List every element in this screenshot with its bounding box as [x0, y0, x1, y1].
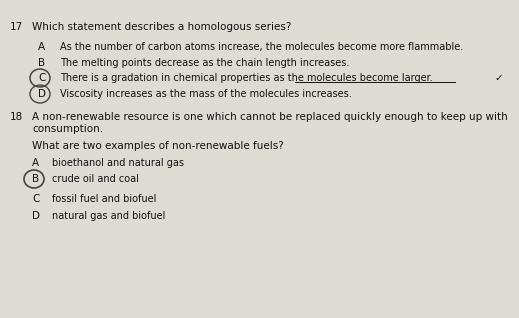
Text: consumption.: consumption. [32, 124, 103, 134]
Text: 17: 17 [10, 22, 23, 32]
Text: ✓: ✓ [494, 73, 503, 83]
Text: What are two examples of non-renewable fuels?: What are two examples of non-renewable f… [32, 141, 284, 151]
Text: A: A [32, 158, 39, 168]
Text: bioethanol and natural gas: bioethanol and natural gas [52, 158, 184, 168]
Text: As the number of carbon atoms increase, the molecules become more flammable.: As the number of carbon atoms increase, … [60, 42, 463, 52]
Text: crude oil and coal: crude oil and coal [52, 174, 139, 184]
Text: There is a gradation in chemical properties as the molecules become larger.: There is a gradation in chemical propert… [60, 73, 433, 83]
Text: C: C [38, 73, 45, 83]
Text: Which statement describes a homologous series?: Which statement describes a homologous s… [32, 22, 291, 32]
Text: D: D [32, 211, 40, 221]
Text: 18: 18 [10, 112, 23, 122]
Text: B: B [32, 174, 39, 184]
Text: natural gas and biofuel: natural gas and biofuel [52, 211, 166, 221]
Text: C: C [32, 194, 39, 204]
Text: Viscosity increases as the mass of the molecules increases.: Viscosity increases as the mass of the m… [60, 89, 352, 99]
Text: The melting points decrease as the chain length increases.: The melting points decrease as the chain… [60, 58, 349, 68]
Text: D: D [38, 89, 46, 99]
Text: A non-renewable resource is one which cannot be replaced quickly enough to keep : A non-renewable resource is one which ca… [32, 112, 508, 122]
Text: A: A [38, 42, 45, 52]
Text: B: B [38, 58, 45, 68]
Text: fossil fuel and biofuel: fossil fuel and biofuel [52, 194, 156, 204]
